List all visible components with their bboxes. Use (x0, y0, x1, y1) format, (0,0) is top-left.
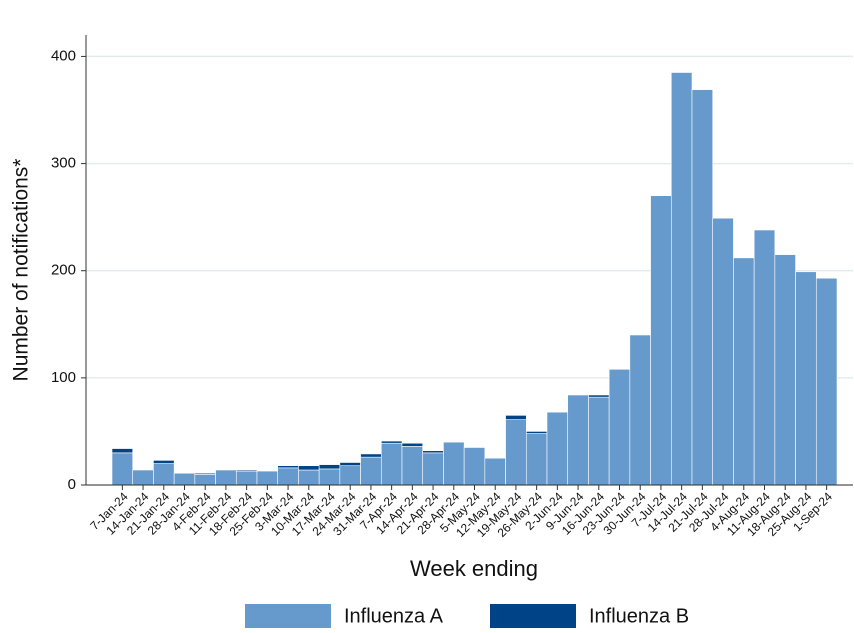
bar (670, 72, 693, 486)
bar (422, 450, 444, 454)
bar (298, 465, 320, 471)
bar (629, 334, 651, 486)
bar (111, 452, 134, 486)
bar (298, 469, 320, 486)
bar (588, 394, 610, 398)
bar (733, 257, 755, 486)
bar (525, 431, 548, 434)
bar (567, 394, 589, 486)
bar (484, 457, 506, 486)
bar (318, 468, 341, 486)
bar (795, 271, 817, 486)
bar (691, 89, 714, 486)
legend-label: Influenza B (589, 605, 689, 627)
bar (608, 368, 631, 486)
bar (525, 433, 548, 486)
bar (360, 456, 382, 486)
y-tick-label: 400 (51, 47, 76, 64)
y-tick-label: 100 (51, 369, 76, 386)
bar (339, 462, 361, 467)
bar (318, 464, 341, 470)
bar (132, 469, 154, 486)
bar (422, 452, 444, 486)
bar (194, 473, 216, 486)
bar (401, 442, 424, 447)
bar (235, 470, 258, 486)
bar (380, 440, 403, 444)
bar (256, 470, 279, 486)
bar (753, 229, 776, 486)
bar (277, 467, 299, 486)
bar (153, 460, 175, 464)
bar (463, 447, 486, 486)
bar (443, 441, 465, 486)
bar (401, 446, 424, 486)
bar (235, 469, 258, 472)
bar (815, 277, 838, 486)
legend-label: Influenza A (344, 605, 444, 627)
bar (277, 465, 299, 469)
y-tick-label: 300 (51, 155, 76, 172)
bar (650, 195, 672, 486)
y-tick-label: 0 (68, 476, 76, 493)
bar (380, 442, 403, 486)
bar (215, 469, 237, 486)
bar (173, 472, 196, 486)
x-axis-title: Week ending (410, 556, 538, 581)
bar (339, 465, 361, 486)
legend-swatch (490, 604, 576, 628)
bar (505, 415, 527, 420)
bar (712, 217, 734, 486)
bar (194, 472, 216, 475)
bar (774, 254, 796, 486)
bar (588, 396, 610, 486)
bar (505, 419, 527, 486)
y-tick-label: 200 (51, 262, 76, 279)
bar (360, 453, 382, 458)
bar (546, 411, 569, 486)
bar (111, 448, 134, 454)
bar (153, 463, 175, 486)
legend-swatch (245, 604, 331, 628)
y-axis-title: Number of notifications* (10, 159, 33, 382)
